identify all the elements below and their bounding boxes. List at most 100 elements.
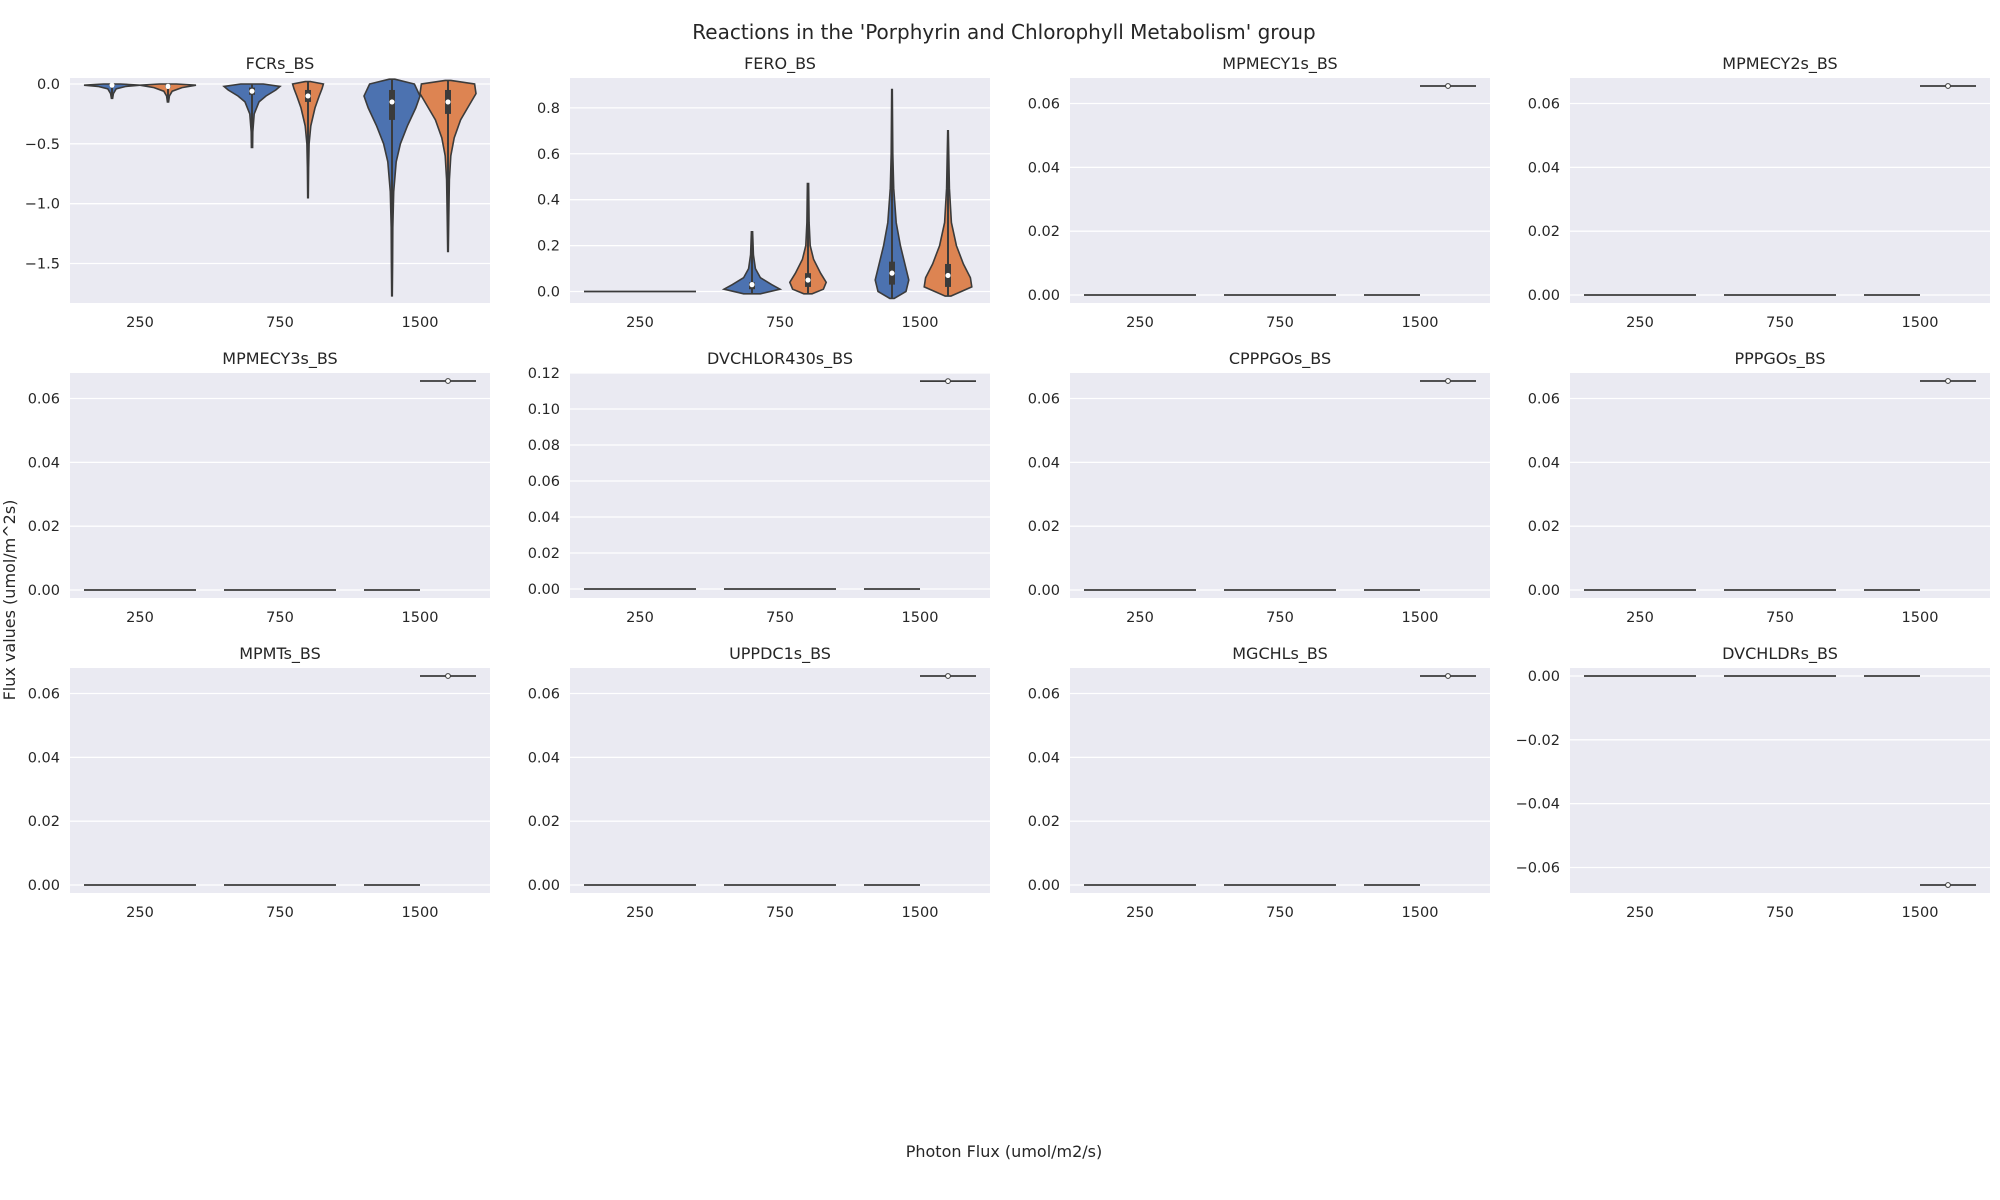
y-tick-label: 0.04 <box>1028 455 1060 471</box>
x-tick-label: 250 <box>626 610 654 626</box>
plot-background <box>570 668 990 893</box>
violin-median-point <box>305 93 311 99</box>
x-tick-label: 750 <box>766 315 794 331</box>
y-tick-label: −0.5 <box>25 137 60 153</box>
x-tick-label: 750 <box>1266 905 1294 921</box>
x-tick-label: 1500 <box>902 905 939 921</box>
violin-median-point <box>889 270 895 276</box>
y-tick-label: −1.0 <box>25 197 60 213</box>
x-tick-label: 250 <box>1626 905 1654 921</box>
subplot: 0.0 −0.5 −1.0 −1.5 250 750 1500 FCRs_BS <box>25 54 490 331</box>
x-tick-label: 250 <box>126 610 154 626</box>
violin-median-point <box>445 99 451 105</box>
y-tick-label: −0.06 <box>1516 860 1560 876</box>
y-tick-label: 0.06 <box>528 474 560 490</box>
y-tick-label: 0.08 <box>528 438 560 454</box>
x-tick-label: 250 <box>1626 610 1654 626</box>
x-tick-label: 250 <box>1126 905 1154 921</box>
plot-background <box>1570 78 1990 303</box>
y-tick-label: 0.00 <box>528 582 560 598</box>
x-tick-label: 750 <box>1766 610 1794 626</box>
x-tick-label: 1500 <box>902 315 939 331</box>
plot-background <box>1070 668 1490 893</box>
plot-background <box>70 373 490 598</box>
y-tick-label: 0.04 <box>28 750 60 766</box>
subplot: 0.00 −0.02 −0.04 −0.06 250 750 1500 DVCHLDRs_BS <box>1516 644 1990 921</box>
y-tick-label: 0.00 <box>1528 288 1560 304</box>
x-tick-label: 250 <box>126 315 154 331</box>
x-tick-label: 250 <box>126 905 154 921</box>
x-tick-label: 750 <box>1766 905 1794 921</box>
y-tick-label: 0.02 <box>28 814 60 830</box>
x-tick-label: 250 <box>1126 610 1154 626</box>
x-tick-label: 250 <box>1626 315 1654 331</box>
x-tick-label: 1500 <box>1902 610 1939 626</box>
x-tick-label: 1500 <box>402 610 439 626</box>
y-tick-label: 0.06 <box>528 687 560 703</box>
y-tick-label: −1.5 <box>25 257 60 273</box>
x-tick-label: 1500 <box>1402 315 1439 331</box>
subplot: 0.0 0.2 0.4 0.6 0.8 250 750 1500 FERO_BS <box>537 54 990 331</box>
y-tick-label: 0.04 <box>1028 750 1060 766</box>
x-tick-label: 750 <box>266 315 294 331</box>
y-tick-label: 0.06 <box>28 392 60 408</box>
median-marker <box>945 673 951 679</box>
median-marker <box>1445 378 1451 384</box>
x-tick-label: 1500 <box>1902 905 1939 921</box>
y-tick-label: 0.00 <box>1528 669 1560 685</box>
y-tick-label: 0.00 <box>1528 583 1560 599</box>
plot-background <box>1570 668 1990 893</box>
plot-background <box>70 668 490 893</box>
median-marker <box>1945 83 1951 89</box>
violin-median-point <box>109 82 115 88</box>
median-marker <box>445 378 451 384</box>
subplot-title: MPMTs_BS <box>239 644 321 664</box>
subplot-title: FERO_BS <box>744 54 816 74</box>
violin-median-point <box>249 88 255 94</box>
subplot-title: MPMECY3s_BS <box>222 349 337 369</box>
subplot-title: FCRs_BS <box>246 54 315 74</box>
violin-median-point <box>749 282 755 288</box>
violin-median-point <box>389 99 395 105</box>
y-axis-label: Flux values (umol/m^2s) <box>0 500 19 701</box>
subplot: 0.00 0.02 0.04 0.06 250 750 1500 MPMTs_BS <box>28 644 490 921</box>
y-tick-label: 0.8 <box>537 101 560 117</box>
y-tick-label: 0.10 <box>528 402 560 418</box>
median-marker <box>1945 378 1951 384</box>
subplot: 0.00 0.02 0.04 0.06 250 750 1500 UPPDC1s_BS <box>528 644 990 921</box>
subplot-title: MGCHLs_BS <box>1232 644 1328 664</box>
median-marker <box>945 378 951 385</box>
y-tick-label: 0.06 <box>1528 97 1560 113</box>
plot-background <box>1570 373 1990 598</box>
y-tick-label: 0.04 <box>1528 455 1560 471</box>
y-tick-label: 0.02 <box>1028 814 1060 830</box>
median-marker <box>1445 83 1451 89</box>
x-tick-label: 750 <box>266 610 294 626</box>
x-tick-label: 750 <box>1266 315 1294 331</box>
x-tick-label: 250 <box>626 905 654 921</box>
plot-background <box>570 78 990 303</box>
subplot: 0.00 0.02 0.04 0.06 250 750 1500 CPPPGOs_BS <box>1028 349 1490 626</box>
y-tick-label: −0.02 <box>1516 733 1560 749</box>
plot-background <box>570 373 990 598</box>
subplot: 0.00 0.02 0.04 0.06 250 750 1500 MPMECY3s_BS <box>28 349 490 626</box>
plot-background <box>70 78 490 303</box>
median-marker <box>1445 673 1451 679</box>
y-tick-label: 0.04 <box>528 510 560 526</box>
y-tick-label: 0.04 <box>528 750 560 766</box>
y-tick-label: 0.04 <box>1028 160 1060 176</box>
median-marker <box>1945 882 1951 888</box>
y-tick-label: 0.02 <box>1528 224 1560 240</box>
x-tick-label: 750 <box>1266 610 1294 626</box>
subplot-title: UPPDC1s_BS <box>729 644 831 664</box>
y-tick-label: 0.06 <box>1028 687 1060 703</box>
x-tick-label: 1500 <box>902 610 939 626</box>
subplot: 0.00 0.02 0.04 0.06 250 750 1500 MGCHLs_BS <box>1028 644 1490 921</box>
subplot: 0.00 0.02 0.04 0.06 0.08 0.10 0.12 250 750 1500 DV… <box>528 349 990 626</box>
y-tick-label: 0.02 <box>1528 519 1560 535</box>
y-tick-label: 0.2 <box>537 239 560 255</box>
y-tick-label: 0.02 <box>28 519 60 535</box>
y-tick-label: 0.00 <box>28 583 60 599</box>
plot-background <box>1070 373 1490 598</box>
